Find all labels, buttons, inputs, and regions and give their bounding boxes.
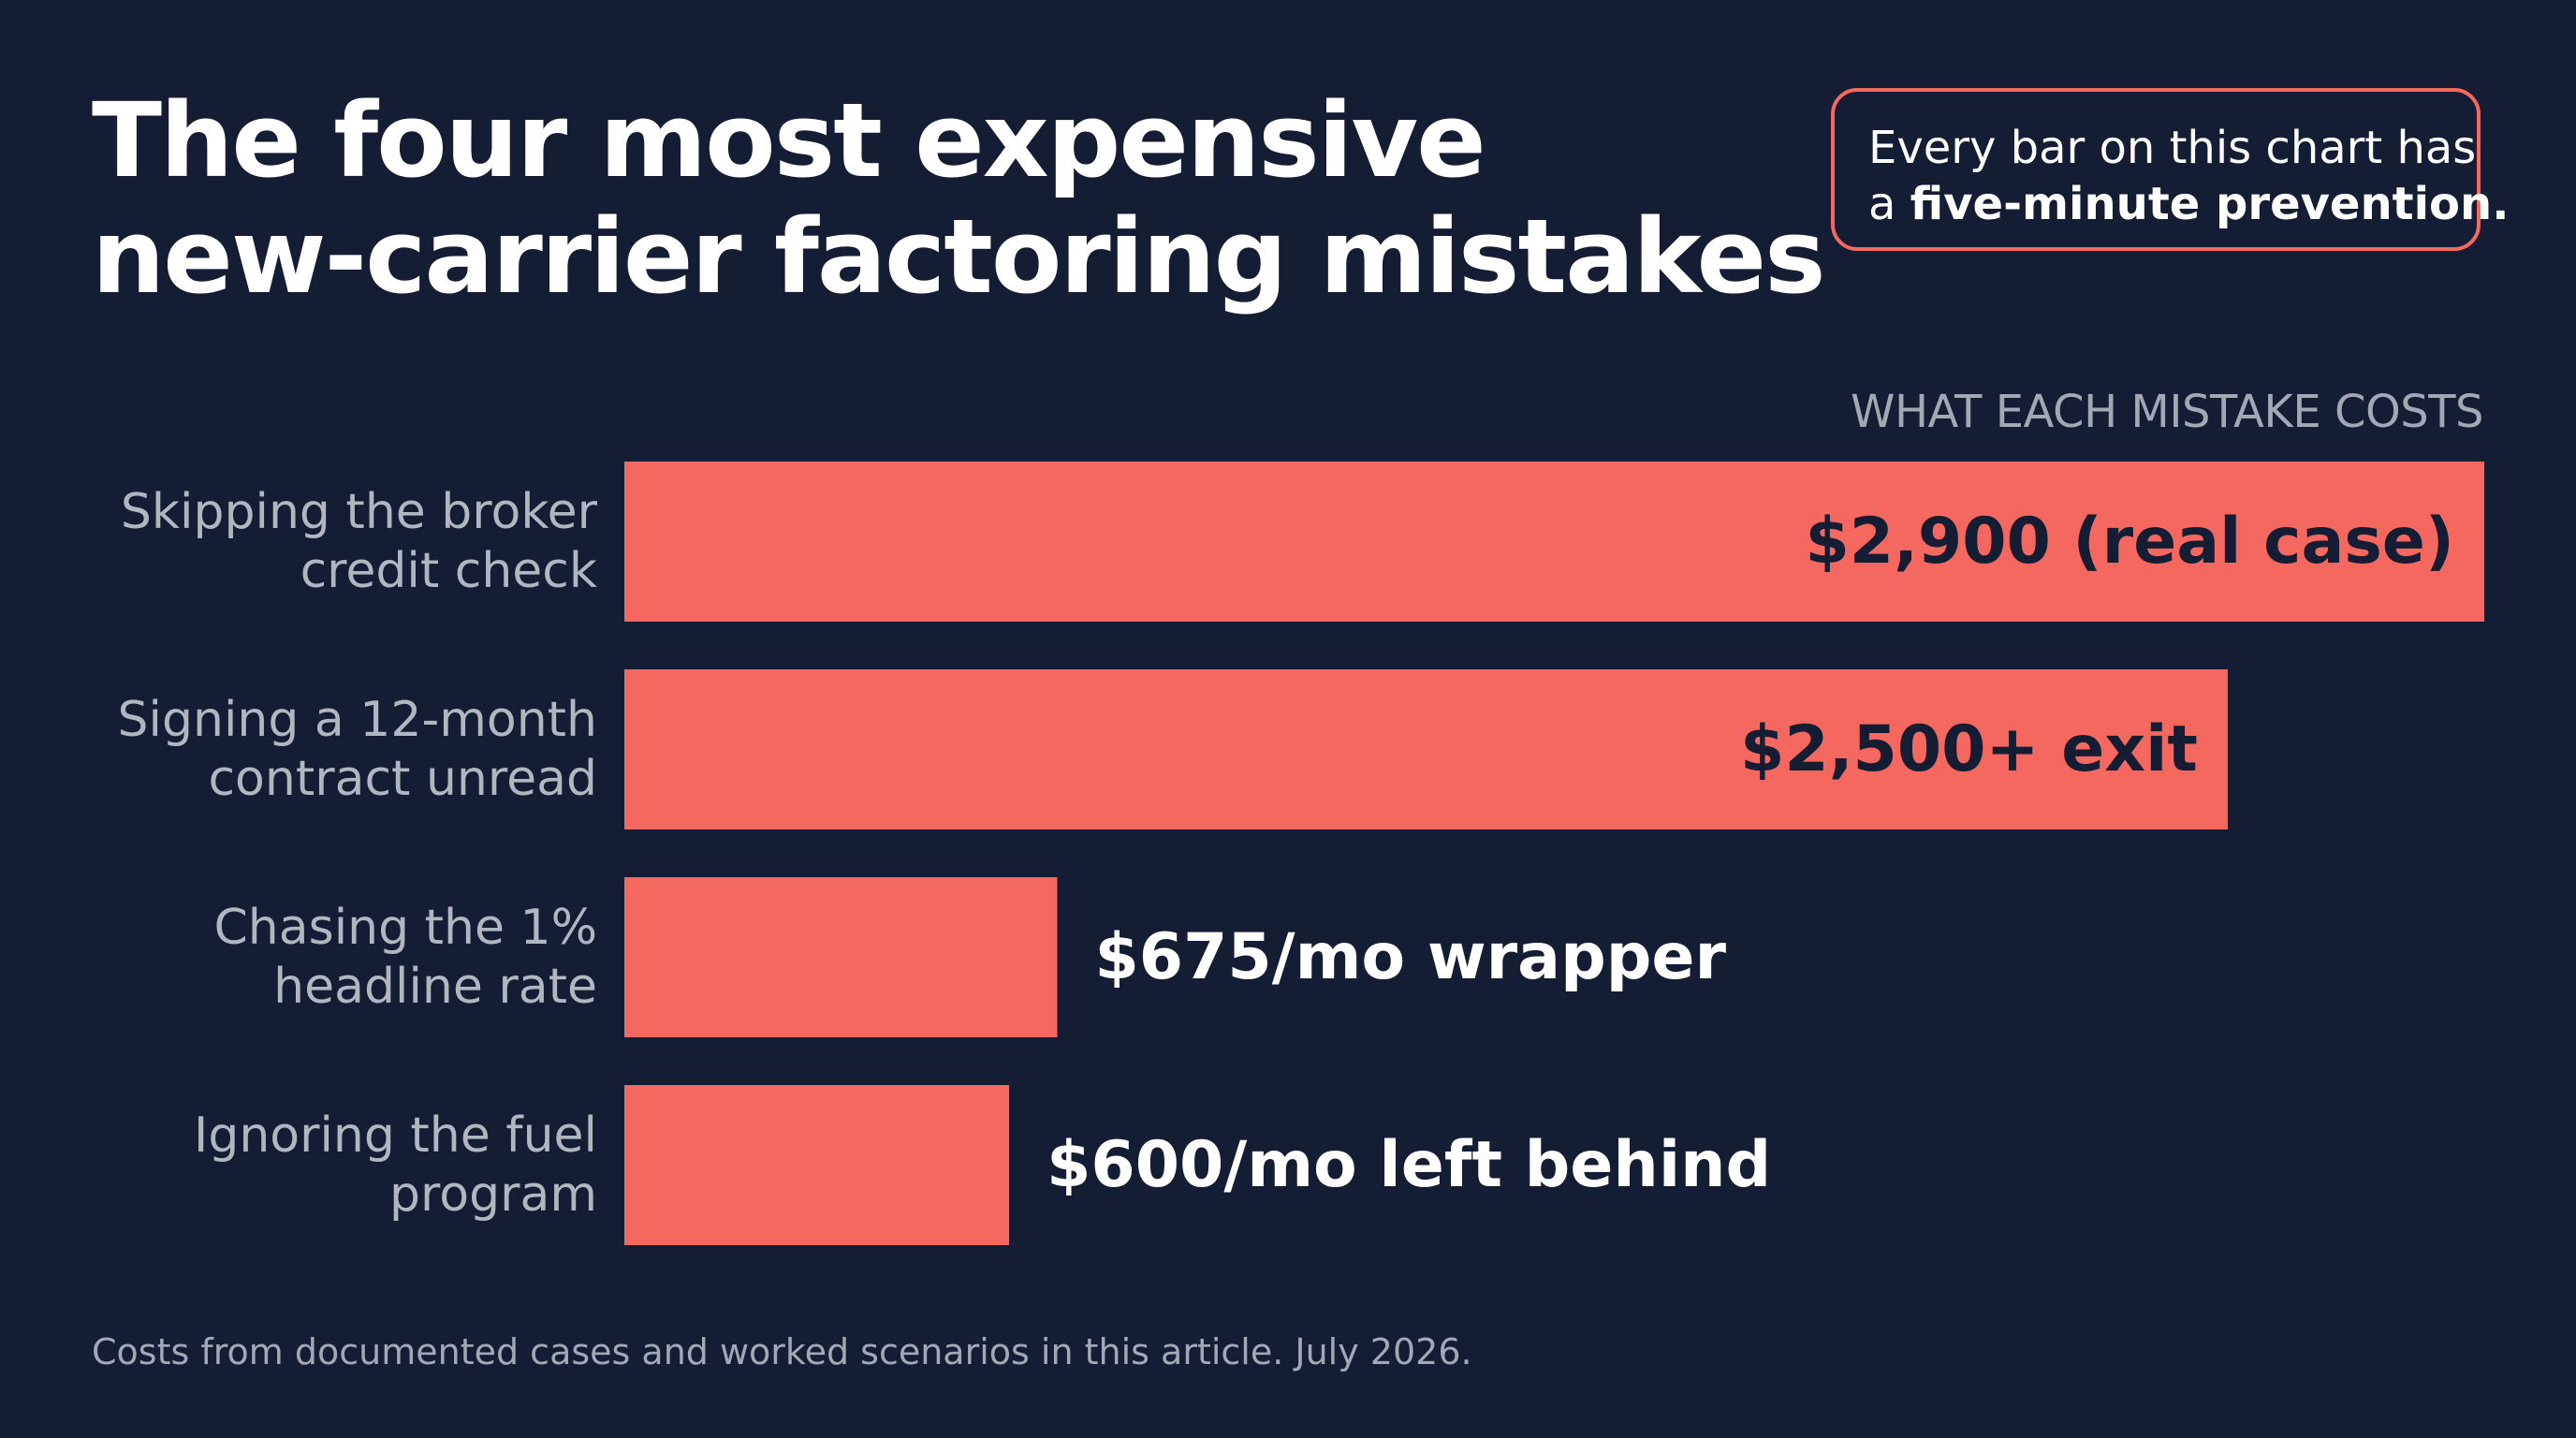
prevention-callout: Every bar on this chart has a five-minut… (1831, 88, 2509, 251)
category-label-4-line-2: program (389, 1167, 597, 1223)
category-label-1-line-1: Skipping the broker (121, 484, 598, 540)
title-line-1: The four most expensive (92, 81, 1486, 200)
title-line-2: new-carrier factoring mistakes (92, 197, 1826, 316)
callout-line-2: a five-minute prevention. (1868, 176, 2509, 232)
bar-2 (624, 669, 2228, 829)
value-label-1: $2,900 (real case) (1805, 505, 2454, 579)
category-label-3-line-1: Chasing the 1% (213, 900, 597, 956)
bar-1 (624, 462, 2484, 622)
category-label-4-line-1: Ignoring the fuel (194, 1108, 597, 1164)
category-label-2-line-1: Signing a 12-month (118, 692, 597, 748)
page-title: The four most expensive new-carrier fact… (92, 81, 1826, 316)
callout-prefix: a (1868, 178, 1910, 230)
category-label-1-line-2: credit check (300, 543, 597, 599)
callout-line-1: Every bar on this chart has (1868, 122, 2477, 174)
value-axis-label: WHAT EACH MISTAKE COSTS (1850, 386, 2484, 438)
category-label-2-line-2: contract unread (208, 751, 597, 807)
category-label-3-line-2: headline rate (273, 959, 597, 1015)
source-footnote: Costs from documented cases and worked s… (92, 1331, 1472, 1372)
value-label-4: $600/mo left behind (1046, 1128, 1771, 1202)
value-label-2: $2,500+ exit (1740, 712, 2198, 786)
callout-emphasis: five-minute prevention. (1910, 178, 2510, 230)
bar-4 (624, 1085, 1010, 1245)
bar-3 (624, 877, 1058, 1037)
value-label-3: $675/mo wrapper (1094, 920, 1726, 994)
